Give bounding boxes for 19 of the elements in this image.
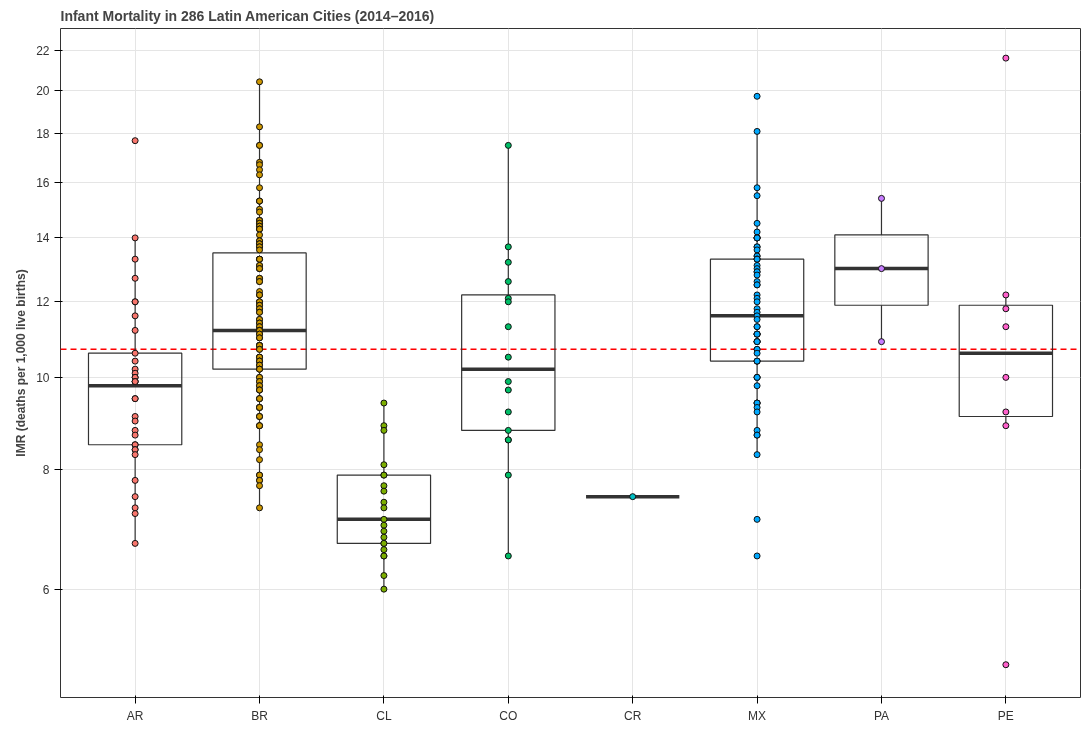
y-tick-label: 8 bbox=[42, 463, 50, 478]
x-tick-label: AR bbox=[126, 708, 144, 723]
x-tick-label: BR bbox=[251, 708, 269, 723]
y-axis-title: IMR (deaths per 1,000 live births) bbox=[14, 269, 29, 457]
y-tick-label: 6 bbox=[42, 582, 50, 597]
x-tick-label: PA bbox=[873, 708, 890, 723]
x-tick-label: CO bbox=[499, 708, 518, 723]
chart-title: Infant Mortality in 286 Latin American Cities (2014–2016) bbox=[60, 7, 435, 24]
y-tick-label: 20 bbox=[36, 83, 50, 98]
y-tick-label: 16 bbox=[36, 176, 50, 191]
y-tick-label: 14 bbox=[36, 231, 50, 246]
y-tick-label: 12 bbox=[36, 295, 50, 310]
y-tick-label: 18 bbox=[36, 127, 50, 142]
x-tick-label: CR bbox=[624, 708, 642, 723]
y-tick-label: 22 bbox=[36, 44, 50, 59]
y-tick-label: 10 bbox=[36, 370, 50, 385]
x-tick-label: CL bbox=[376, 708, 392, 723]
x-tick-label: MX bbox=[748, 708, 767, 723]
x-tick-label: PE bbox=[997, 708, 1014, 723]
